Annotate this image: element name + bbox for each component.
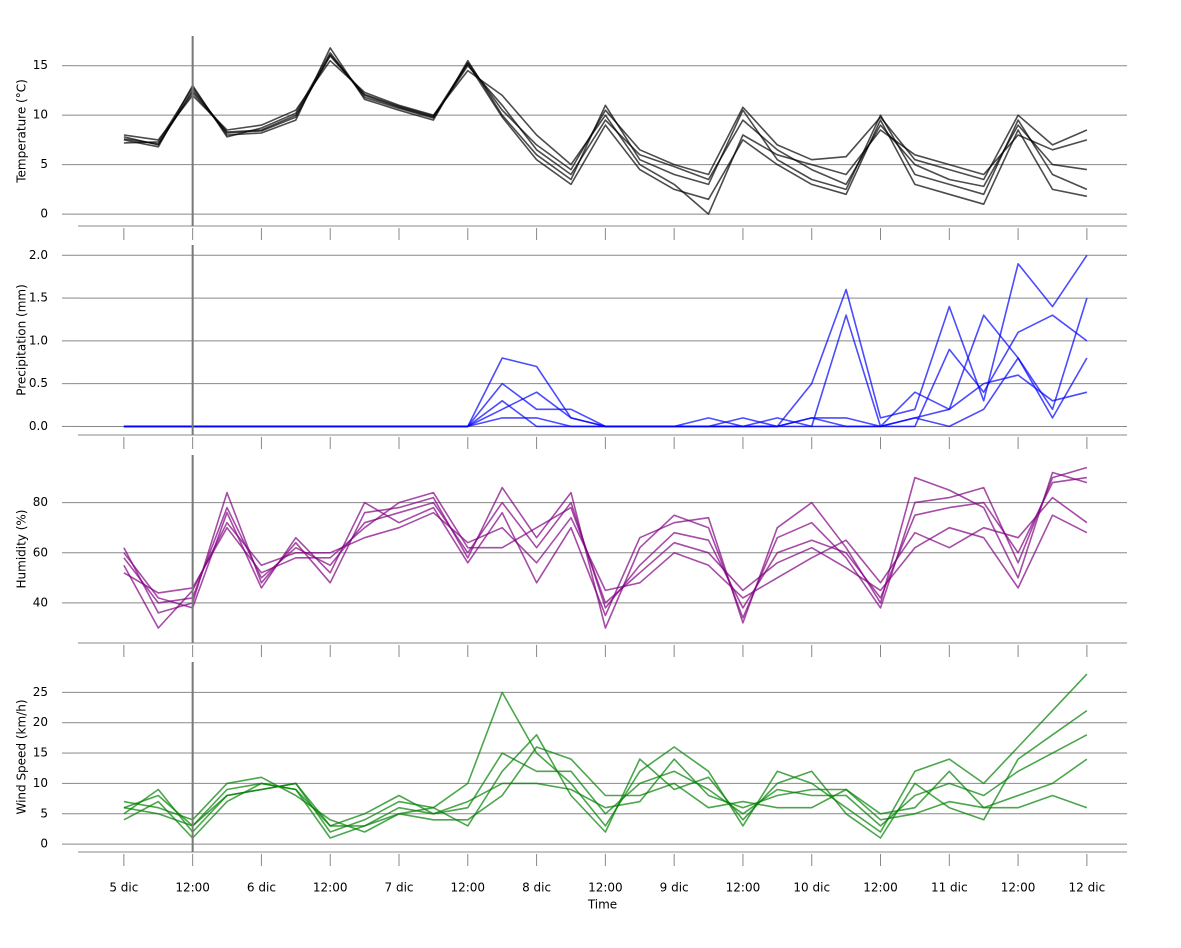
x-tick-label: 12:00: [313, 881, 348, 895]
x-tick-label: 12 dic: [1069, 881, 1106, 895]
y-tick-label: 5: [40, 806, 48, 820]
y-tick-label: 15: [33, 58, 48, 72]
y-tick-label: 80: [33, 495, 48, 509]
y-tick-label: 0.5: [29, 376, 48, 390]
ensemble-line: [123, 491, 1088, 604]
y-tick-label: 5: [40, 157, 48, 171]
ensemble-line: [123, 466, 1088, 629]
x-tick-label: 12:00: [450, 881, 485, 895]
ensemble-line: [123, 746, 1088, 833]
x-tick-label: 12:00: [1001, 881, 1036, 895]
y-axis-label: Precipitation (mm): [15, 284, 29, 396]
ensemble-line: [123, 357, 1088, 428]
ensemble-line: [123, 471, 1088, 624]
y-tick-label: 10: [33, 776, 48, 790]
y-tick-label: 0: [40, 837, 48, 851]
y-tick-label: 1.5: [29, 291, 48, 305]
ensemble-line: [123, 59, 1088, 215]
ensemble-line: [123, 47, 1088, 196]
ensemble-line: [123, 52, 1088, 205]
y-tick-label: 2.0: [29, 248, 48, 262]
x-tick-label: 11 dic: [931, 881, 968, 895]
ensemble-line: [123, 297, 1088, 428]
y-tick-label: 20: [33, 715, 48, 729]
ensemble-line: [123, 496, 1088, 629]
x-tick-label: 8 dic: [522, 881, 551, 895]
ensemble-line: [123, 314, 1088, 428]
y-axis-label: Humidity (%): [15, 510, 29, 589]
x-tick-label: 12:00: [726, 881, 761, 895]
x-tick-label: 7 dic: [385, 881, 414, 895]
ensemble-line: [123, 709, 1088, 839]
x-tick-label: 12:00: [175, 881, 210, 895]
x-axis-label: Time: [587, 898, 617, 912]
y-tick-label: 0.0: [29, 419, 48, 433]
y-tick-label: 15: [33, 746, 48, 760]
ensemble-line: [123, 314, 1088, 428]
x-tick-label: 10 dic: [793, 881, 830, 895]
x-tick-label: 6 dic: [247, 881, 276, 895]
x-tick-label: 5 dic: [109, 881, 138, 895]
x-tick-label: 9 dic: [660, 881, 689, 895]
y-tick-label: 1.0: [29, 333, 48, 347]
ensemble-line: [123, 55, 1088, 188]
ensemble-line: [123, 54, 1088, 181]
y-tick-label: 60: [33, 545, 48, 559]
y-tick-label: 25: [33, 685, 48, 699]
y-axis-label: Temperature (°C): [15, 79, 29, 184]
x-tick-label: 12:00: [863, 881, 898, 895]
y-axis-label: Wind Speed (km/h): [15, 699, 29, 814]
y-tick-label: 40: [33, 595, 48, 609]
ensemble-line: [123, 476, 1088, 609]
ensemble-line: [123, 758, 1088, 827]
x-tick-label: 12:00: [588, 881, 623, 895]
y-tick-label: 0: [40, 207, 48, 221]
y-tick-label: 10: [33, 108, 48, 122]
